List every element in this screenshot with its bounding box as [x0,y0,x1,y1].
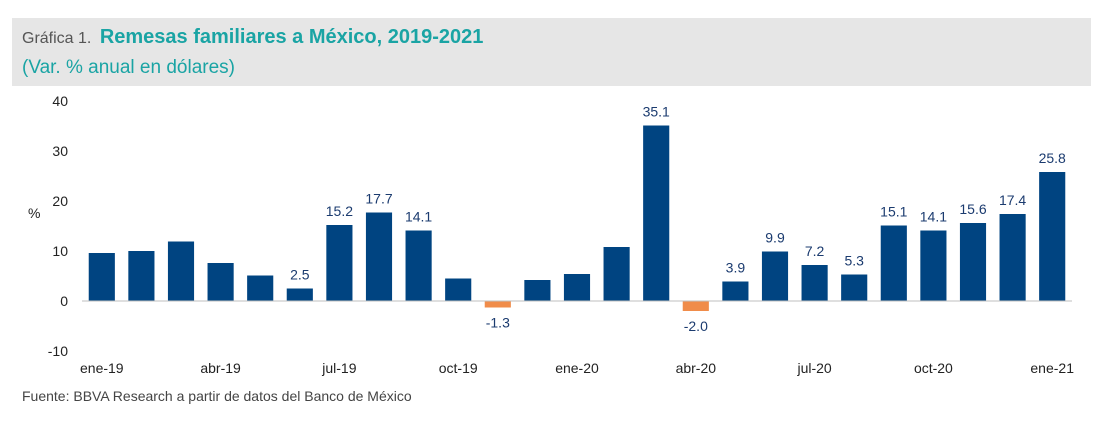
bar [405,230,432,301]
y-axis: -10 0 10 20 30 40 [48,93,68,359]
bar [603,247,630,301]
y-tick-label: 0 [60,293,68,309]
bar [761,251,789,301]
data-label: 7.2 [805,243,825,259]
bar [722,281,749,301]
y-tick-label: 10 [52,243,68,259]
data-label: 17.4 [999,192,1026,208]
bar [286,288,313,301]
bars [82,125,1072,311]
chart-subtitle: (Var. % anual en dólares) [22,57,235,78]
chart-title: Remesas familiares a México, 2019-2021 [99,26,484,48]
figure-number: Gráfica 1. [22,30,92,47]
x-tick-label: jul-19 [321,360,356,376]
source-note: Fuente: BBVA Research a partir de datos … [22,388,412,404]
y-tick-label: -10 [48,343,68,359]
data-label: 25.8 [1039,150,1066,166]
y-axis-label: % [28,205,40,221]
data-label: 14.1 [405,209,432,225]
bar [445,278,472,301]
y-tick-label: 30 [52,143,68,159]
x-tick-label: ene-20 [555,360,599,376]
data-label: -1.3 [486,315,510,331]
bar [326,225,353,301]
data-label: 15.2 [326,203,353,219]
bar [999,214,1026,301]
data-label: 15.1 [880,204,907,220]
bar [643,125,670,301]
bar [1039,172,1066,301]
x-tick-label: abr-19 [200,360,241,376]
data-label: 17.7 [365,191,392,207]
bar [128,251,155,301]
bar [247,275,274,301]
x-tick-label: ene-21 [1030,360,1074,376]
bar [365,212,393,301]
x-tick-label: oct-20 [914,360,953,376]
x-tick-label: oct-19 [439,360,478,376]
data-label: 14.1 [920,209,947,225]
bar [801,265,828,301]
x-tick-label: abr-20 [676,360,717,376]
bar [959,223,987,301]
bar [207,263,234,301]
data-label: 5.3 [844,253,864,269]
data-label: -2.0 [684,318,708,334]
bar [484,301,511,308]
x-tick-label: jul-20 [796,360,831,376]
data-label: 9.9 [765,230,785,246]
y-tick-label: 20 [52,193,68,209]
data-label: 15.6 [959,201,986,217]
bar [167,241,195,301]
bar [563,274,591,301]
data-label: 3.9 [726,260,746,276]
bar [841,274,868,301]
title-line: Gráfica 1. Remesas familiares a México, … [22,26,483,49]
chart-header: Gráfica 1. Remesas familiares a México, … [12,18,1091,86]
bar [88,253,115,301]
x-tick-label: ene-19 [80,360,124,376]
x-axis: ene-19 abr-19 jul-19 oct-19 ene-20 abr-20 jul-… [80,360,1074,376]
bar [920,230,947,301]
data-labels: 2.5 15.2 17.7 14.1 -1.3 35.1 -2.0 3.9 9.9 7.2 5.3 1… [290,104,1066,335]
data-label: 2.5 [290,267,310,283]
bar [880,225,907,301]
data-label: 35.1 [643,104,670,120]
bar [524,280,551,301]
y-tick-label: 40 [52,93,68,109]
bar [682,301,709,311]
